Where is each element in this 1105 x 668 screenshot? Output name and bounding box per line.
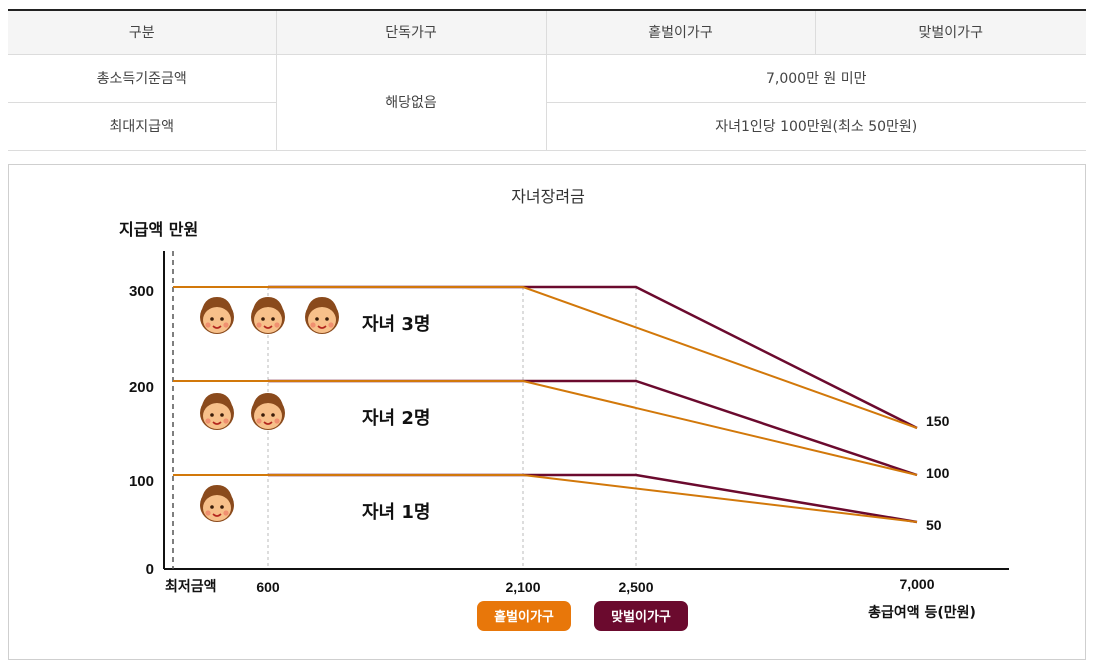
legend-label-single-earner: 홑벌이가구: [494, 609, 554, 625]
chart-card: 자녀장려금 지급액 만원 0 100 200 300 150 100 50 최저…: [8, 164, 1086, 660]
header-single-earner: 홑벌이가구: [545, 9, 815, 55]
child-face-icon: [304, 296, 340, 335]
chart-title: 자녀장려금: [511, 187, 585, 206]
legend-label-dual-earner: 맞벌이가구: [611, 609, 671, 625]
child-face-icon: [199, 484, 235, 523]
table-row: 최대지급액 자녀1인당 100만원(최소 50만원): [8, 102, 1086, 151]
header-dual-earner: 맞벌이가구: [814, 9, 1086, 55]
table-header-row: 구분 단독가구 홑벌이가구 맞벌이가구: [8, 9, 1086, 55]
tier-label-1-child: 자녀 1명: [362, 502, 430, 523]
legend-swatch-dual-earner: [594, 601, 688, 631]
single-earner-line-3-children: [173, 286, 918, 429]
x-axis-label: 총급여액 등(만원): [868, 604, 976, 621]
header-category: 구분: [8, 9, 276, 55]
x-tick-2500: 2,500: [618, 579, 653, 595]
y-tick-100: 100: [129, 473, 154, 490]
right-tick-100: 100: [926, 465, 950, 481]
legend-dual-earner: 맞벌이가구: [594, 601, 688, 631]
benefit-table: 구분 단독가구 홑벌이가구 맞벌이가구 총소득기준금액 해당없음 7,000만 …: [8, 9, 1086, 151]
right-tick-150: 150: [926, 413, 950, 429]
dual-earner-line-3-children: [268, 285, 918, 430]
single-earner-line-1-children: [173, 474, 918, 523]
legend-single-earner: 홑벌이가구: [477, 601, 571, 631]
x-tick-7000: 7,000: [899, 576, 934, 592]
right-tick-50: 50: [926, 517, 942, 533]
header-single: 단독가구: [275, 9, 546, 55]
legend-swatch-single-earner: [477, 601, 571, 631]
y-axis-label: 지급액 만원: [119, 220, 198, 239]
child-face-icon: [250, 392, 286, 431]
single-earner-line-2-children: [173, 380, 918, 476]
x-tick-minimum: 최저금액: [165, 578, 217, 594]
table-row: 총소득기준금액 해당없음 7,000만 원 미만: [8, 54, 1086, 151]
tier-label-3-children: 자녀 3명: [362, 314, 430, 335]
y-tick-200: 200: [129, 379, 154, 396]
single-value: 해당없음: [275, 54, 546, 151]
child-face-icon: [199, 296, 235, 335]
child-face-icon: [250, 296, 286, 335]
x-tick-2100: 2,100: [505, 579, 540, 595]
series-lines: [173, 285, 918, 524]
y-tick-0: 0: [146, 561, 154, 578]
y-tick-300: 300: [129, 283, 154, 300]
row-label: 최대지급액: [8, 102, 276, 151]
tier-label-2-children: 자녀 2명: [362, 408, 430, 429]
income-threshold-value: 7,000만 원 미만: [545, 54, 1086, 103]
max-payment-value: 자녀1인당 100만원(최소 50만원): [545, 102, 1086, 151]
x-tick-600: 600: [256, 579, 280, 595]
child-incentive-chart: 자녀장려금 지급액 만원 0 100 200 300 150 100 50 최저…: [119, 187, 1009, 631]
child-face-icon: [199, 392, 235, 431]
row-label: 총소득기준금액: [8, 54, 276, 103]
